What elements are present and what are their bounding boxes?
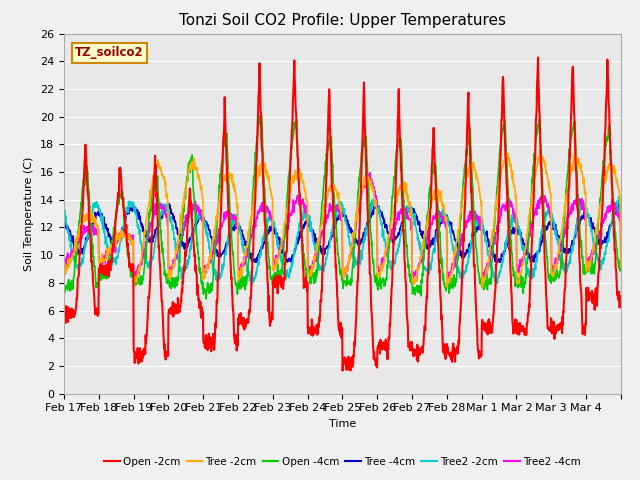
Tree2 -2cm: [147, 260, 155, 265]
Tree2 -4cm: [556, 249, 564, 254]
Open -2cm: [147, 253, 155, 259]
Open -2cm: [556, 324, 564, 330]
Tree -2cm: [617, 264, 625, 270]
Tree2 -2cm: [317, 267, 325, 273]
Tree -4cm: [474, 224, 482, 229]
Tree -4cm: [328, 233, 336, 239]
Line: Tree -2cm: Tree -2cm: [64, 150, 621, 288]
Open -2cm: [317, 298, 325, 303]
Open -4cm: [318, 201, 326, 207]
Tree2 -4cm: [148, 222, 156, 228]
Tree2 -4cm: [366, 170, 374, 176]
Tree -2cm: [60, 267, 68, 273]
Tree2 -4cm: [60, 260, 68, 266]
Line: Tree -4cm: Tree -4cm: [64, 204, 621, 262]
Tree -4cm: [147, 236, 155, 241]
Tree2 -2cm: [556, 247, 563, 252]
Tree -4cm: [318, 251, 326, 257]
Title: Tonzi Soil CO2 Profile: Upper Temperatures: Tonzi Soil CO2 Profile: Upper Temperatur…: [179, 13, 506, 28]
Line: Open -4cm: Open -4cm: [64, 115, 621, 299]
Tree -2cm: [536, 147, 544, 153]
Open -4cm: [474, 269, 482, 275]
Open -4cm: [202, 296, 210, 302]
Open -2cm: [328, 181, 335, 187]
Tree -2cm: [474, 178, 481, 183]
Tree -4cm: [617, 207, 625, 213]
Open -4cm: [617, 264, 625, 270]
Tree2 -4cm: [317, 233, 325, 239]
Tree -2cm: [479, 285, 486, 290]
Open -2cm: [617, 293, 625, 299]
Open -4cm: [60, 276, 68, 282]
Open -2cm: [60, 304, 68, 310]
Tree -4cm: [60, 220, 68, 226]
Tree -2cm: [556, 240, 564, 246]
Open -4cm: [147, 202, 155, 207]
Tree -2cm: [317, 224, 325, 230]
Tree2 -4cm: [611, 199, 618, 205]
Line: Tree2 -4cm: Tree2 -4cm: [64, 173, 621, 283]
Line: Open -2cm: Open -2cm: [64, 58, 621, 371]
Tree2 -2cm: [248, 283, 255, 288]
Legend: Open -2cm, Tree -2cm, Open -4cm, Tree -4cm, Tree2 -2cm, Tree2 -4cm: Open -2cm, Tree -2cm, Open -4cm, Tree -4…: [100, 453, 585, 471]
Text: TZ_soilco2: TZ_soilco2: [75, 46, 144, 59]
Tree -2cm: [147, 190, 155, 195]
X-axis label: Time: Time: [329, 419, 356, 429]
Tree -2cm: [328, 183, 335, 189]
Open -4cm: [556, 269, 564, 275]
Tree -4cm: [556, 237, 564, 243]
Open -2cm: [474, 346, 482, 352]
Tree2 -4cm: [328, 203, 336, 209]
Tree -2cm: [611, 168, 618, 173]
Tree2 -2cm: [60, 211, 68, 216]
Open -2cm: [611, 235, 618, 240]
Tree2 -2cm: [615, 194, 623, 200]
Line: Tree2 -2cm: Tree2 -2cm: [64, 197, 621, 286]
Open -4cm: [257, 112, 265, 118]
Tree -4cm: [611, 213, 618, 218]
Tree2 -2cm: [328, 228, 336, 234]
Tree -4cm: [165, 201, 173, 206]
Y-axis label: Soil Temperature (C): Soil Temperature (C): [24, 156, 35, 271]
Tree2 -4cm: [132, 280, 140, 286]
Open -2cm: [534, 55, 542, 60]
Open -4cm: [611, 219, 618, 225]
Tree2 -4cm: [474, 215, 482, 221]
Tree2 -2cm: [610, 211, 618, 216]
Open -2cm: [339, 368, 346, 373]
Tree2 -2cm: [474, 214, 482, 220]
Tree -4cm: [251, 259, 259, 265]
Tree2 -4cm: [617, 257, 625, 263]
Tree2 -2cm: [617, 209, 625, 215]
Open -4cm: [328, 164, 336, 170]
